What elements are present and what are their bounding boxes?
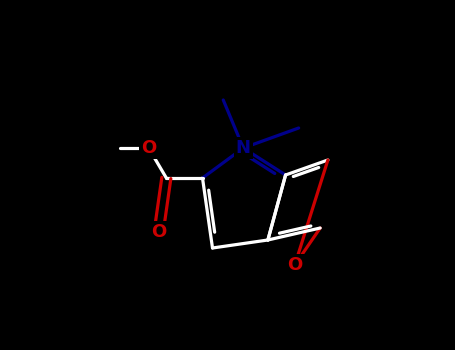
Text: O: O [287,256,303,274]
Text: O: O [151,223,166,241]
Text: O: O [141,139,156,157]
Text: N: N [236,139,251,157]
